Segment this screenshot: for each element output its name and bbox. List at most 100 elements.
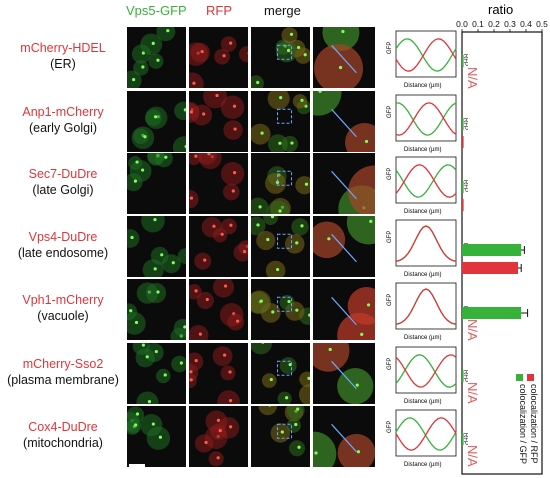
rfp-image-panel xyxy=(189,343,248,404)
rfp-intensity-line xyxy=(395,38,457,72)
zoom-image-panel xyxy=(313,153,375,214)
rfp-axis-label: RFP xyxy=(462,180,468,192)
ratio-bar-rfp xyxy=(462,199,464,211)
ratio-bar-gfp xyxy=(462,118,464,130)
gfp-axis-label: GFP xyxy=(387,231,393,243)
marker-name: Vps4-DuDre xyxy=(28,230,98,244)
ratio-tick-label: 0.4 xyxy=(520,19,532,29)
intensity-line-plot: GFP RFP Distance (µm) xyxy=(384,93,468,153)
intensity-line-plot: GFP RFP Distance (µm) xyxy=(384,408,468,468)
legend-swatch xyxy=(527,374,534,381)
rfp-axis-label: RFP xyxy=(462,118,468,130)
legend-label: colocalization / RFP xyxy=(529,384,539,464)
rfp-intensity-line xyxy=(395,354,457,388)
not-applicable-label: N/A xyxy=(465,382,480,404)
gfp-image-panel xyxy=(127,279,186,340)
ratio-bar-gfp xyxy=(462,181,464,193)
scale-bar xyxy=(129,464,145,468)
zoom-image-panel xyxy=(313,27,375,88)
gfp-image-panel xyxy=(127,91,186,152)
zoom-image-panel xyxy=(313,279,375,340)
row-label: Vps4-DuDre (late endosome) xyxy=(2,229,124,261)
row-label: Vph1-mCherry (vacuole) xyxy=(2,292,124,324)
compartment-name: (early Golgi) xyxy=(28,121,98,135)
row-label: Anp1-mCherry (early Golgi) xyxy=(2,104,124,136)
gfp-axis-label: GFP xyxy=(387,294,393,306)
rfp-image-panel xyxy=(189,153,248,214)
ratio-bar-rfp xyxy=(462,262,518,274)
ratio-tick-label: 0.1 xyxy=(472,19,484,29)
header-rfp: RFP xyxy=(206,3,232,18)
rfp-intensity-line xyxy=(395,417,457,451)
rfp-image-panel xyxy=(189,279,248,340)
rfp-intensity-line xyxy=(395,225,457,262)
not-applicable-label: N/A xyxy=(465,319,480,341)
merge-image-panel xyxy=(251,279,310,340)
compartment-name: (ER) xyxy=(50,57,76,71)
not-applicable-label: N/A xyxy=(465,445,480,467)
legend-label: colocalization / GFP xyxy=(518,384,528,464)
ratio-bar-rfp xyxy=(462,136,464,148)
ratio-bar-gfp xyxy=(462,55,464,67)
marker-name: Sec7-DuDre xyxy=(28,167,98,181)
distance-axis-label: Distance (µm) xyxy=(404,147,441,153)
gfp-intensity-line xyxy=(395,38,457,72)
rfp-image-panel xyxy=(189,406,248,467)
merge-image-panel xyxy=(251,27,310,88)
gfp-image-panel xyxy=(127,27,186,88)
merge-image-panel xyxy=(251,216,310,277)
ratio-tick-label: 0.5 xyxy=(536,19,548,29)
gfp-axis-label: GFP xyxy=(387,358,393,370)
rfp-axis-label: RFP xyxy=(462,54,468,66)
rfp-image-panel xyxy=(189,27,248,88)
gfp-intensity-line xyxy=(395,354,457,388)
row-label: Sec7-DuDre (late Golgi) xyxy=(2,166,124,198)
distance-axis-label: Distance (µm) xyxy=(404,335,441,341)
ratio-tick-label: 0.3 xyxy=(504,19,516,29)
gfp-intensity-line xyxy=(395,417,457,451)
compartment-name: (plasma membrane) xyxy=(7,373,119,387)
rfp-image-panel xyxy=(189,216,248,277)
rfp-intensity-line xyxy=(395,102,457,136)
compartment-name: (late endosome) xyxy=(17,246,109,260)
gfp-axis-label: GFP xyxy=(387,106,393,118)
row-label: Cox4-DuDre (mitochondria) xyxy=(2,419,124,451)
ratio-bar-gfp xyxy=(462,307,522,319)
marker-name: mCherry-Sso2 xyxy=(22,357,104,371)
gfp-axis-label: GFP xyxy=(387,421,393,433)
gfp-image-panel xyxy=(127,406,186,467)
gfp-intensity-line xyxy=(395,164,457,198)
merge-image-panel xyxy=(251,91,310,152)
distance-axis-label: Distance (µm) xyxy=(404,272,441,278)
gfp-axis-label: GFP xyxy=(387,168,393,180)
row-label: mCherry-HDEL (ER) xyxy=(2,40,124,72)
rfp-axis-label: RFP xyxy=(462,370,468,382)
row-label: mCherry-Sso2 (plasma membrane) xyxy=(2,356,124,388)
zoom-image-panel xyxy=(313,91,375,152)
rfp-intensity-line xyxy=(395,288,457,325)
distance-axis-label: Distance (µm) xyxy=(404,462,441,468)
rfp-image-panel xyxy=(189,91,248,152)
merge-image-panel xyxy=(251,406,310,467)
zoom-image-panel xyxy=(313,216,375,277)
header-merge: merge xyxy=(264,3,301,18)
marker-name: Cox4-DuDre xyxy=(28,420,98,434)
ratio-tick-label: 0.2 xyxy=(488,19,500,29)
zoom-image-panel xyxy=(313,406,375,467)
ratio-tick-label: 0.0 xyxy=(456,19,468,29)
zoom-image-panel xyxy=(313,343,375,404)
gfp-axis-label: GFP xyxy=(387,42,393,54)
gfp-image-panel xyxy=(127,153,186,214)
merge-image-panel xyxy=(251,153,310,214)
marker-name: Vph1-mCherry xyxy=(22,293,104,307)
distance-axis-label: Distance (µm) xyxy=(404,209,441,215)
rfp-axis-label: RFP xyxy=(462,433,468,445)
ratio-title: ratio xyxy=(488,2,514,17)
ratio-bar-gfp xyxy=(462,433,464,445)
ratio-bar-gfp xyxy=(462,370,464,382)
rfp-intensity-line xyxy=(395,164,457,198)
ratio-bar-chart: 0.0 0.1 0.2 0.3 0.4 0.5 N/A N/A N/A N/A colocaliza… xyxy=(456,19,548,475)
distance-axis-label: Distance (µm) xyxy=(404,83,441,89)
